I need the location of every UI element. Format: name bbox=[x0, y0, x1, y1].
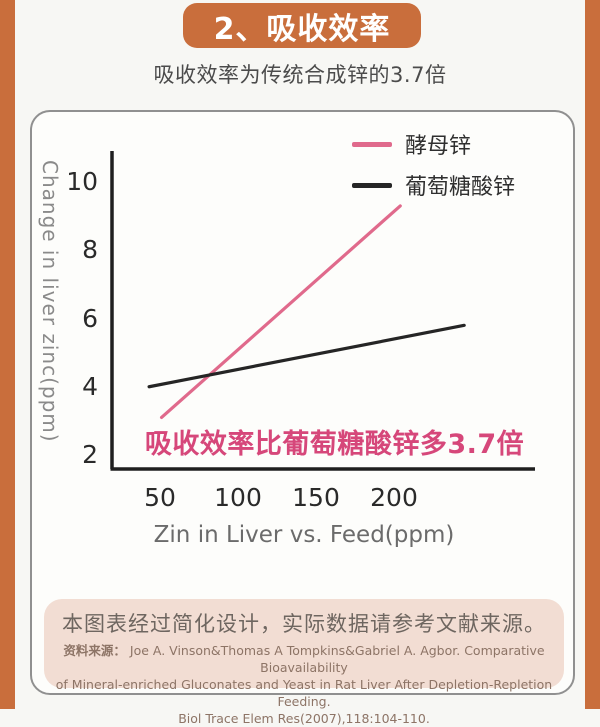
section-title-box: 2、吸收效率 bbox=[183, 3, 421, 48]
series-line-酵母锌 bbox=[159, 204, 402, 420]
legend-item-葡萄糖酸锌: 葡萄糖酸锌 bbox=[351, 169, 515, 201]
source-heading: 本图表经过简化设计，实际数据请参考文献来源。 bbox=[62, 612, 546, 636]
x-tick-150: 150 bbox=[292, 483, 340, 512]
citation-line-2: of Mineral-enriched Gluconates and Yeast… bbox=[55, 677, 553, 709]
legend-label: 葡萄糖酸锌 bbox=[404, 175, 515, 200]
source-label: 资料来源： bbox=[63, 643, 126, 658]
citation-line-3: Biol Trace Elem Res(2007),118:104-110. bbox=[178, 711, 430, 726]
legend-label: 酵母锌 bbox=[404, 134, 471, 159]
subtitle: 吸收效率为传统合成锌的3.7倍 bbox=[153, 63, 447, 87]
section-title: 2、吸收效率 bbox=[213, 11, 391, 47]
x-tick-50: 50 bbox=[144, 483, 176, 512]
line-chart bbox=[110, 151, 535, 471]
legend-item-酵母锌: 酵母锌 bbox=[351, 128, 515, 160]
citation-text-1: Joe A. Vinson&Thomas A Tompkins&Gabriel … bbox=[129, 643, 545, 675]
left-accent-band bbox=[0, 0, 15, 709]
y-axis-title: Change in liver zinc(ppm) bbox=[38, 160, 62, 443]
series-line-葡萄糖酸锌 bbox=[147, 323, 466, 389]
y-tick-4: 4 bbox=[82, 371, 98, 401]
chart-legend: 酵母锌 葡萄糖酸锌 bbox=[351, 128, 515, 210]
chart-panel: 酵母锌葡萄糖酸锌 Change in liver zinc(ppm) 2 4 6 8 1… bbox=[30, 110, 575, 726]
chart-annotation: 吸收效率比葡萄糖酸锌多3.7倍 bbox=[144, 429, 525, 460]
y-tick-6: 6 bbox=[82, 303, 98, 333]
x-tick-200: 200 bbox=[370, 483, 418, 512]
x-axis-title: Zin in Liver vs. Feed(ppm) bbox=[153, 522, 455, 548]
y-tick-2: 2 bbox=[82, 440, 98, 469]
legend-line-swatch bbox=[351, 182, 392, 188]
legend-line-swatch bbox=[351, 141, 392, 147]
source-box: 本图表经过简化设计，实际数据请参考文献来源。 资料来源： Joe A. Vins… bbox=[44, 599, 564, 726]
right-accent-band bbox=[585, 0, 600, 709]
y-tick-10: 10 bbox=[66, 167, 98, 196]
x-tick-100: 100 bbox=[214, 483, 262, 512]
y-tick-8: 8 bbox=[82, 235, 98, 265]
citation-line-1: 资料来源： Joe A. Vinson&Thomas A Tompkins&Ga… bbox=[44, 642, 564, 676]
chart-series-lines bbox=[147, 204, 466, 420]
